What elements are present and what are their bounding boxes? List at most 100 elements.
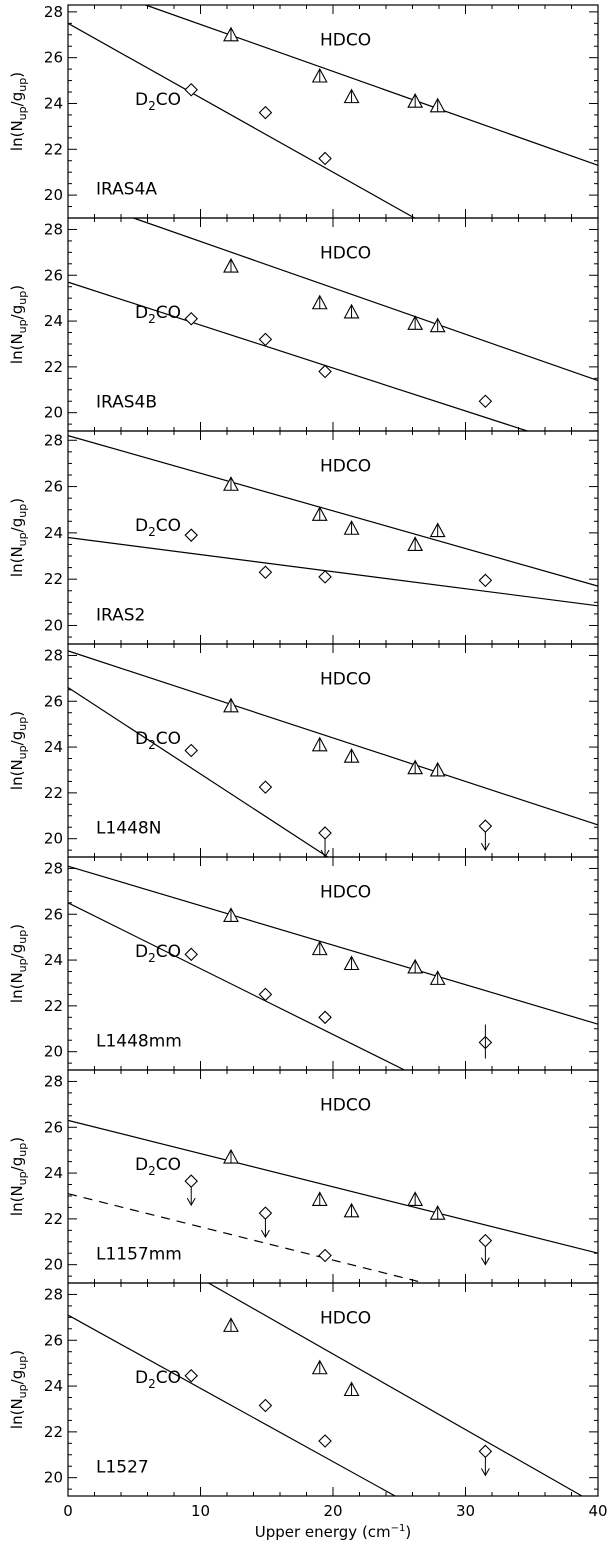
y-tick-label: 20 [44, 186, 63, 204]
d2co-upper-limit [478, 1444, 493, 1477]
y-axis-label: ln(Nup/gup) [8, 72, 29, 151]
y-tick-label: 22 [44, 1423, 63, 1441]
y-tick-label: 26 [44, 692, 63, 710]
hdco-point [223, 907, 239, 922]
d2co-point [258, 1398, 273, 1413]
y-tick-label: 28 [44, 859, 63, 877]
d2co-point [318, 1434, 332, 1448]
d2co-marker [478, 573, 493, 588]
y-tick-label: 28 [44, 1285, 63, 1303]
upper-limit-arrowhead [480, 1468, 490, 1477]
y-tick-label: 28 [44, 220, 63, 238]
y-axis-label: ln(Nup/gup) [8, 924, 29, 1003]
hdco-point [311, 294, 328, 310]
d2co-marker [318, 1248, 332, 1263]
upper-limit-marker [258, 1206, 273, 1220]
d2co-marker [258, 987, 273, 1002]
d2co-fit-line [67, 22, 415, 219]
d2co-point [318, 1248, 332, 1263]
d2co-point [318, 570, 332, 584]
d2co-point [184, 82, 199, 97]
hdco-point [311, 940, 328, 956]
y-tick-label: 28 [44, 1072, 63, 1090]
d2co-marker [318, 570, 332, 584]
d2co-point [258, 987, 273, 1002]
hdco-point [407, 759, 424, 775]
source-label: IRAS4A [96, 180, 157, 200]
d2co-marker [318, 1434, 332, 1448]
y-tick-label: 26 [44, 49, 63, 67]
d2co-fit-line [67, 281, 528, 432]
x-tick-label: 0 [63, 1502, 73, 1520]
d2co-marker [184, 743, 199, 758]
source-label: L1448mm [96, 1032, 182, 1052]
d2co-point [184, 947, 199, 962]
hdco-point [429, 522, 446, 538]
panel-l1527: 20 22 24 26 28 ln(Nup/gup) HDCO D2CO L1527 [8, 1282, 599, 1497]
y-axis-label: ln(Nup/gup) [8, 1137, 29, 1216]
y-tick-label: 20 [44, 830, 63, 848]
d2co-point [478, 1024, 493, 1059]
source-label: L1527 [96, 1458, 149, 1478]
hdco-point [343, 1381, 360, 1397]
d2co-marker [184, 1368, 199, 1383]
hdco-point [311, 67, 328, 83]
hdco-point [407, 93, 424, 108]
hdco-point [407, 1191, 424, 1206]
y-tick-label: 20 [44, 1256, 63, 1274]
y-axis-label: ln(Nup/gup) [8, 285, 29, 364]
hdco-point [407, 958, 424, 974]
upper-limit-arrowhead [186, 1197, 196, 1207]
y-tick-label: 20 [44, 1469, 63, 1487]
hdco-point [407, 315, 424, 330]
hdco-point [311, 736, 328, 752]
d2co-marker [478, 394, 493, 409]
hdco-fit-line [67, 1119, 599, 1254]
d2co-point [478, 394, 493, 409]
d2co-fit-line [67, 902, 405, 1071]
upper-limit-marker [184, 1174, 199, 1188]
d2co-label: D2CO [135, 942, 181, 965]
d2co-marker [258, 565, 273, 580]
d2co-fit-line [67, 536, 599, 607]
y-tick-label: 26 [44, 478, 63, 496]
d2co-marker [318, 151, 332, 166]
y-tick-label: 28 [44, 431, 63, 449]
y-tick-label: 24 [44, 738, 63, 756]
hdco-label: HDCO [320, 882, 371, 902]
d2co-point [478, 573, 493, 588]
y-tick-label: 22 [44, 570, 63, 588]
upper-limit-marker [478, 819, 493, 833]
d2co-point [258, 332, 273, 347]
upper-limit-arrowhead [480, 842, 490, 852]
d2co-label: D2CO [135, 90, 181, 113]
panel-iras2: 20 22 24 26 28 ln(Nup/gup) HDCO D2CO IRAS2 [8, 430, 599, 645]
d2co-fit-line [67, 687, 329, 858]
d2co-point [258, 105, 273, 120]
d2co-fit-line [67, 1193, 425, 1284]
hdco-fit-line [67, 435, 599, 587]
d2co-marker [184, 528, 199, 542]
hdco-point [343, 955, 360, 971]
d2co-point [258, 565, 273, 580]
d2co-upper-limit [184, 1174, 199, 1207]
d2co-upper-limit [478, 819, 493, 852]
hdco-point [223, 1148, 239, 1164]
d2co-label: D2CO [135, 516, 181, 539]
y-tick-label: 26 [44, 1118, 63, 1136]
y-tick-label: 22 [44, 997, 63, 1015]
hdco-fit-line [67, 650, 599, 826]
x-tick-label: 20 [323, 1502, 342, 1520]
hdco-label: HDCO [320, 456, 371, 476]
y-tick-label: 24 [44, 951, 63, 969]
hdco-point [429, 970, 446, 985]
source-label: IRAS4B [96, 393, 157, 413]
d2co-marker [184, 947, 199, 962]
hdco-point [343, 303, 360, 319]
hdco-point [407, 536, 424, 551]
y-axis-label: ln(Nup/gup) [8, 1350, 29, 1429]
y-tick-label: 24 [44, 1377, 63, 1395]
d2co-point [318, 1010, 332, 1025]
y-tick-label: 26 [44, 905, 63, 923]
upper-limit-marker [318, 826, 332, 840]
